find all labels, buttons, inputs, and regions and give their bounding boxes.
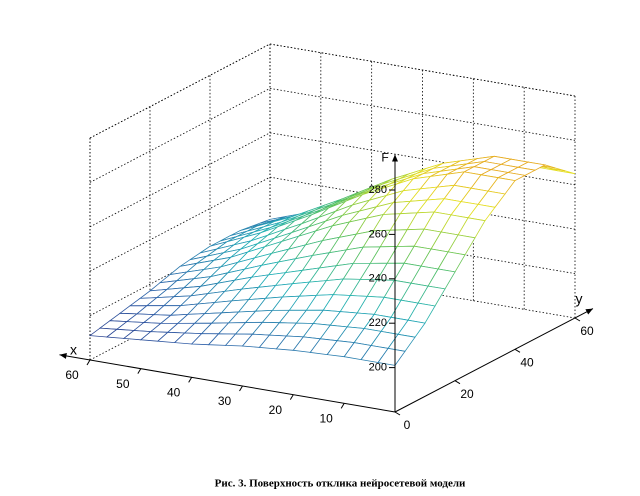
x-tick (188, 377, 193, 383)
mesh-patch (250, 225, 334, 278)
x-tick (289, 394, 294, 400)
mesh-patch (403, 211, 486, 273)
x-tick (137, 368, 142, 374)
mesh-patch (352, 211, 435, 264)
x-tick-label: 30 (218, 394, 232, 408)
mesh-cell (377, 347, 406, 366)
x-tick (239, 385, 243, 392)
axes: 10 20 30 40 50 60 0 20 40 60 200 220 240 260 280 x y F (59, 151, 594, 432)
x-axis-label: x (70, 342, 77, 358)
mesh-patch (190, 309, 274, 347)
mesh-patch (373, 262, 456, 324)
grid-line (89, 43, 271, 139)
x-tick-label: 40 (167, 386, 181, 400)
surface-mesh (88, 155, 576, 366)
caption: Рис. 3. Поверхность отклика нейросетевой… (215, 478, 466, 490)
y-tick-label: 40 (520, 356, 534, 370)
x-tick-label: 60 (65, 368, 79, 382)
mesh-patch (88, 312, 172, 341)
mesh-patch (209, 216, 291, 247)
z-tick-label: 200 (369, 362, 387, 374)
mesh-patch (433, 171, 516, 222)
y-tick-label: 60 (580, 324, 594, 338)
grid-line (89, 132, 271, 228)
mesh-patch (301, 213, 385, 271)
y-tick-label: 0 (404, 418, 411, 432)
mesh-patch (230, 214, 312, 258)
mesh-patch (139, 312, 223, 345)
mesh-patch (343, 313, 426, 366)
y-axis-label: y (576, 290, 583, 306)
x-tick (340, 403, 345, 409)
z-tick-label: 220 (369, 317, 387, 329)
grid-line (89, 176, 271, 272)
mesh-patch (331, 178, 415, 227)
axis-arrow (59, 353, 67, 359)
z-axis-label: F (381, 151, 388, 165)
x-tick (86, 359, 91, 366)
mesh-patch (241, 309, 325, 351)
mesh-patch (382, 171, 466, 215)
mesh-patch (220, 269, 304, 314)
y-tick (454, 380, 461, 385)
mesh-patch (199, 240, 283, 287)
y-tick (514, 348, 521, 353)
axis-arrow (392, 154, 398, 162)
grid-line (269, 88, 576, 141)
y-axis (394, 308, 594, 413)
mesh-patch (292, 309, 375, 358)
x-tick-label: 20 (269, 403, 283, 417)
mesh-patch (169, 276, 253, 316)
z-tick-label: 260 (369, 228, 387, 240)
y-tick (394, 411, 401, 416)
grid-line (89, 88, 271, 183)
axis-arrow (585, 308, 593, 315)
mesh-patch (281, 194, 363, 242)
z-tick-label: 240 (369, 273, 387, 285)
mesh-patch (413, 155, 495, 180)
z-tick-label: 280 (369, 184, 387, 196)
x-axis (59, 354, 396, 413)
y-tick (574, 317, 581, 322)
mesh-patch (179, 232, 262, 267)
y-tick-label: 20 (460, 387, 474, 401)
x-tick-label: 50 (116, 377, 130, 391)
x-tick-label: 10 (319, 412, 333, 426)
